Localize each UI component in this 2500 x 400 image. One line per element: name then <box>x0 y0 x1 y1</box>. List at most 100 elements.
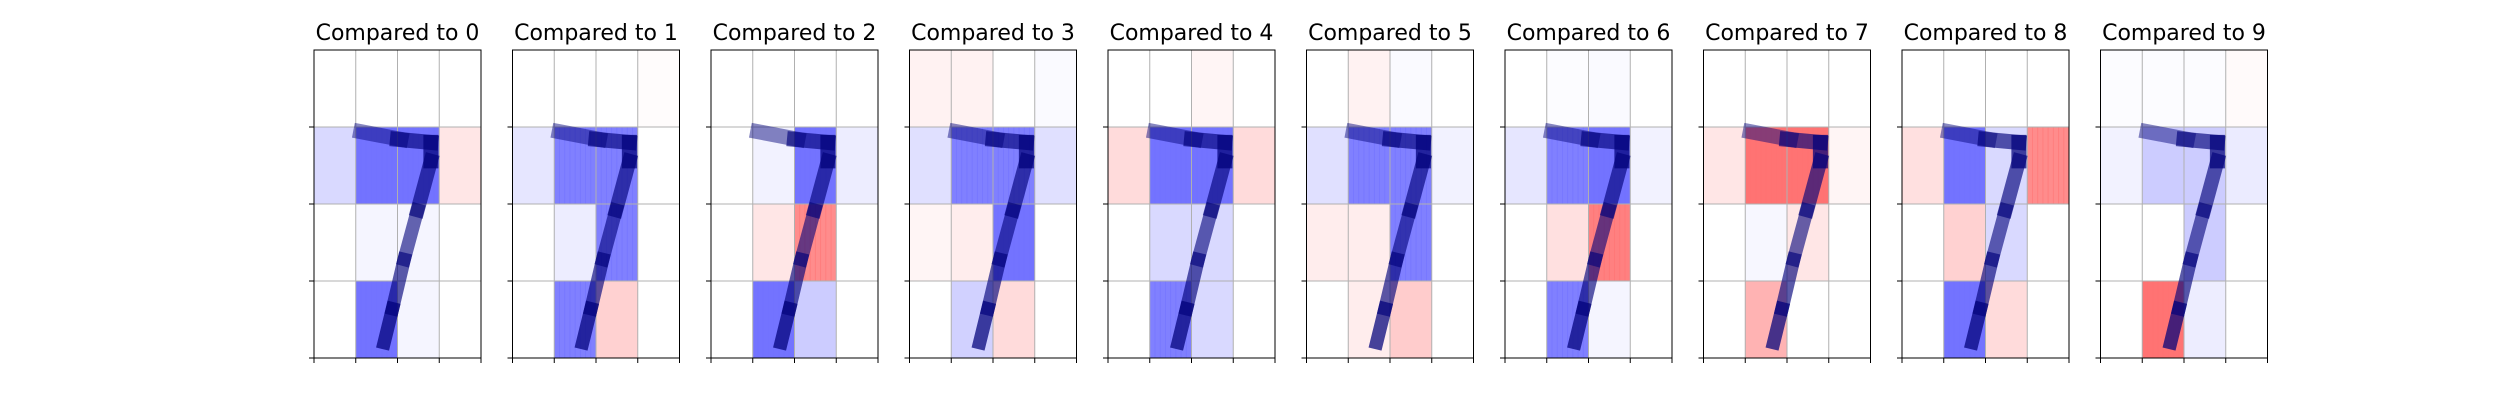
digit-stroke <box>1765 300 1791 351</box>
heat-cell <box>1630 50 1672 127</box>
digit-stroke <box>1996 152 2028 219</box>
digit-stroke <box>574 300 600 351</box>
heat-cell <box>711 50 753 127</box>
heat-cell <box>951 204 993 281</box>
digit-stroke <box>1202 152 1234 219</box>
heat-cell <box>1703 281 1746 358</box>
heat-cell <box>2184 50 2226 127</box>
heat-cell <box>355 50 398 127</box>
heat-cell <box>1505 50 1547 127</box>
heat-cell <box>2100 281 2143 358</box>
digit-stroke <box>1004 152 1036 219</box>
digit-stroke <box>1189 201 1220 268</box>
heat-cell <box>1431 204 1474 281</box>
digit-stroke <box>2162 300 2188 351</box>
digit-stroke <box>408 152 440 219</box>
heat-cell <box>1546 204 1589 281</box>
heat-cell <box>314 127 356 204</box>
panel-title: Compared to 0 <box>316 21 480 46</box>
heat-cell <box>439 50 481 127</box>
heat-cell <box>1943 204 1986 281</box>
heat-cell <box>1306 127 1349 204</box>
digit-stroke <box>979 251 1008 317</box>
heat-cell <box>836 127 878 204</box>
digit-stroke <box>594 201 625 268</box>
heat-cell <box>1703 127 1746 204</box>
heat-cell <box>1745 50 1787 127</box>
heat-cell <box>1108 281 1150 358</box>
panel-9: Compared to 9 <box>2095 21 2268 363</box>
heat-cell <box>1745 204 1787 281</box>
panel-title: Compared to 3 <box>911 21 1075 46</box>
heat-cell <box>1431 50 1474 127</box>
heat-cell <box>1233 50 1275 127</box>
heat-cell <box>554 50 596 127</box>
heat-cell <box>1108 127 1150 204</box>
heat-cell <box>1588 50 1631 127</box>
heat-cell <box>951 50 993 127</box>
heat-cell <box>397 50 440 127</box>
digit-stroke <box>1401 152 1433 219</box>
digit-stroke <box>773 300 798 351</box>
heat-cell <box>1034 204 1077 281</box>
heat-cell <box>2225 281 2268 358</box>
heat-cell <box>2225 127 2268 204</box>
digit-stroke <box>792 201 823 268</box>
heat-cell <box>1546 50 1589 127</box>
heat-cell <box>439 127 481 204</box>
heat-cell <box>1390 50 1432 127</box>
heat-cell <box>1306 50 1349 127</box>
digit-stroke <box>1983 201 2014 268</box>
digit-stroke <box>607 152 639 219</box>
heat-cell <box>836 204 878 281</box>
heat-cell <box>1505 281 1547 358</box>
heat-cell <box>1348 204 1390 281</box>
digit-stroke <box>1376 251 1405 317</box>
heat-cell <box>637 281 680 358</box>
digit-stroke <box>1599 152 1631 219</box>
heat-cell <box>1149 204 1192 281</box>
heat-cell <box>1703 204 1746 281</box>
heat-cell <box>1828 281 1871 358</box>
panel-3: Compared to 3 <box>904 21 1077 363</box>
digit-stroke <box>582 251 611 317</box>
heat-cell <box>314 204 356 281</box>
heat-cell <box>1108 50 1150 127</box>
heat-cell <box>909 281 952 358</box>
digit-stroke <box>2195 152 2227 219</box>
heat-cell <box>554 204 596 281</box>
digit-stroke <box>376 300 401 351</box>
digit-stroke <box>1972 251 2001 317</box>
heat-cell <box>1985 281 2028 358</box>
panel-title: Compared to 1 <box>514 21 678 46</box>
heat-cell <box>1828 204 1871 281</box>
heat-cell <box>909 127 952 204</box>
heat-cell <box>1902 204 1944 281</box>
panel-0: Compared to 0 <box>309 21 482 363</box>
digit-stroke <box>1388 201 1419 268</box>
heat-cell <box>1034 281 1077 358</box>
heat-cell <box>1902 281 1944 358</box>
heat-cell <box>1108 204 1150 281</box>
heat-cell <box>637 50 680 127</box>
heat-cell <box>993 50 1035 127</box>
heat-cell <box>909 204 952 281</box>
heat-cell <box>1306 281 1349 358</box>
panel-7: Compared to 7 <box>1698 21 1871 363</box>
heat-cell <box>1787 281 1829 358</box>
panel-6: Compared to 6 <box>1500 21 1673 363</box>
digit-stroke <box>1567 300 1592 351</box>
heat-cell <box>512 281 555 358</box>
heat-cell <box>1191 281 1234 358</box>
heat-cell <box>2100 127 2143 204</box>
heat-cell <box>314 281 356 358</box>
panel-title: Compared to 5 <box>1308 21 1472 46</box>
heat-cell <box>752 204 795 281</box>
panel-1: Compared to 1 <box>507 21 680 363</box>
heat-cell <box>836 281 878 358</box>
heat-cell <box>1505 204 1547 281</box>
heat-cell <box>2100 204 2143 281</box>
heat-cell <box>909 50 952 127</box>
heat-cell <box>355 204 398 281</box>
heat-cell <box>512 204 555 281</box>
